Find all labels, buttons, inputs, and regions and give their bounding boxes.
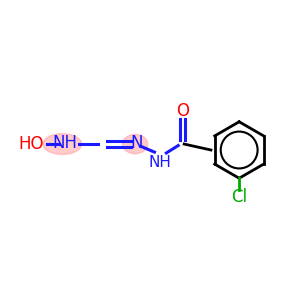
Ellipse shape [43, 134, 82, 154]
Text: Cl: Cl [231, 188, 247, 206]
Text: O: O [176, 102, 189, 120]
Ellipse shape [122, 134, 148, 154]
Text: HO: HO [18, 135, 44, 153]
Text: N: N [130, 134, 143, 152]
Text: NH: NH [53, 134, 78, 152]
Text: NH: NH [149, 155, 172, 170]
